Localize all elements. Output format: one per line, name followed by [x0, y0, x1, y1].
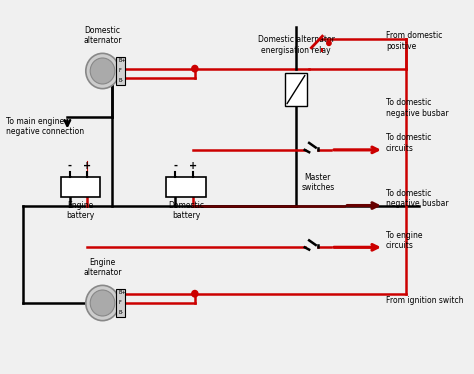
Text: From domestic
positive: From domestic positive [386, 31, 442, 50]
Bar [166, 177, 206, 197]
Bar [61, 177, 100, 197]
Bar [116, 289, 125, 317]
Text: Engine
battery: Engine battery [66, 201, 95, 220]
Bar [116, 57, 125, 85]
Circle shape [90, 58, 115, 84]
Text: Domestic alternator
energisation relay: Domestic alternator energisation relay [257, 36, 334, 55]
Text: B+: B+ [119, 58, 126, 63]
Bar [285, 73, 307, 106]
Circle shape [192, 65, 198, 72]
Text: B-: B- [119, 310, 124, 315]
Text: Engine
alternator: Engine alternator [83, 258, 122, 278]
Text: -: - [173, 161, 177, 171]
Text: -: - [67, 161, 72, 171]
Text: To main engine
negative connection: To main engine negative connection [6, 117, 84, 137]
Text: Domestic
alternator: Domestic alternator [83, 26, 122, 46]
Text: B+: B+ [119, 290, 126, 295]
Text: Domestic
battery: Domestic battery [168, 201, 204, 220]
Text: F: F [119, 68, 121, 73]
Text: +: + [83, 161, 91, 171]
Circle shape [86, 53, 119, 89]
Text: From ignition switch: From ignition switch [386, 296, 464, 305]
Text: Master
switches: Master switches [301, 173, 335, 192]
Text: B-: B- [119, 78, 124, 83]
Text: +: + [189, 161, 197, 171]
Text: To domestic
negative busbar: To domestic negative busbar [386, 98, 449, 118]
Circle shape [90, 290, 115, 316]
Text: To domestic
circuits: To domestic circuits [386, 133, 431, 153]
Circle shape [192, 291, 198, 297]
Text: To engine
circuits: To engine circuits [386, 231, 423, 250]
Circle shape [327, 41, 331, 46]
Text: F: F [119, 300, 121, 304]
Circle shape [86, 285, 119, 321]
Text: To domestic
negative busbar: To domestic negative busbar [386, 189, 449, 208]
